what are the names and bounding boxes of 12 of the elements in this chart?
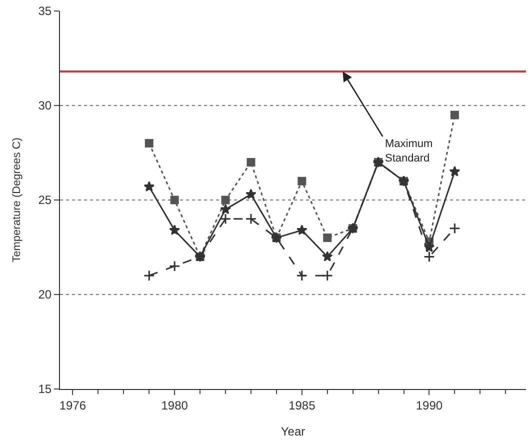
annotation: Maximum Standard [385, 138, 433, 164]
y-tick-label: 25 [38, 193, 52, 208]
y-tick-label: 35 [38, 4, 52, 18]
y-axis-title: Temperature (Degrees C) [10, 138, 23, 262]
x-tick-label: 1980 [161, 398, 188, 412]
y-tick-label: 20 [38, 288, 52, 302]
x-tick-label: 1990 [416, 398, 443, 412]
x-tick-label: 1976 [59, 398, 86, 412]
y-tick-label: 30 [38, 98, 52, 113]
y-tick-label: 15 [38, 382, 52, 396]
x-axis-title: Year [280, 424, 306, 438]
x-tick-label: 1985 [288, 398, 316, 412]
